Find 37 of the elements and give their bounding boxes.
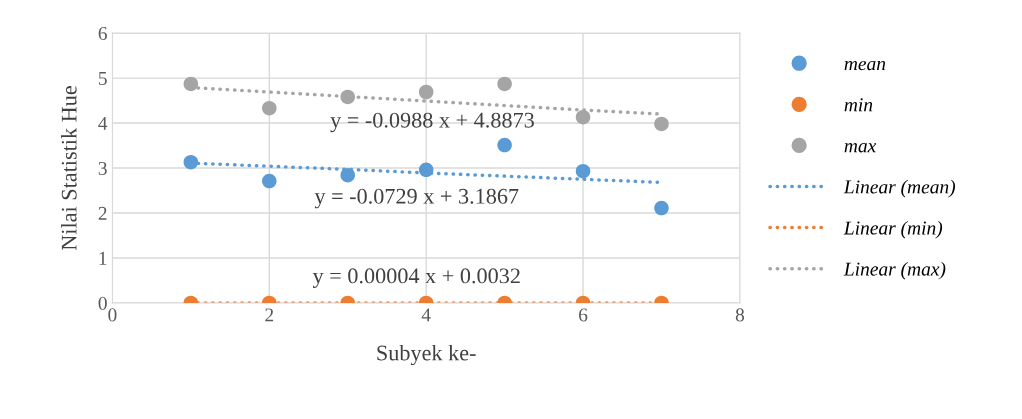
point (183, 154, 199, 170)
y-tick-label: 6 (98, 26, 107, 41)
legend-label: Linear (min) (843, 220, 943, 239)
legend-label: Linear (max) (843, 261, 946, 280)
point (262, 100, 277, 116)
legend-label: min (844, 98, 873, 112)
annotation: y = 0.00004 x + 0.0032 (312, 268, 520, 288)
y-tick-label: 4 (98, 116, 108, 130)
y-tick-label: 1 (99, 251, 107, 265)
x-tick-label: 2 (265, 308, 274, 322)
point (575, 109, 591, 125)
point (418, 84, 434, 100)
y-tick-label: 2 (98, 206, 107, 220)
point (575, 163, 591, 179)
y-tick-label: 3 (98, 161, 107, 175)
point (340, 167, 356, 183)
y-axis-title: Nilai Statistik Hue (61, 86, 77, 251)
legend-label: Linear (mean) (843, 179, 956, 198)
y-tick-label: 5 (98, 72, 107, 86)
point (183, 76, 199, 92)
point (340, 89, 356, 105)
point (654, 200, 669, 216)
legend-label: max (844, 143, 877, 153)
point (497, 76, 512, 92)
x-tick-label: 8 (735, 308, 745, 322)
y-tick-label: 0 (98, 296, 107, 310)
legend-label: mean (844, 60, 886, 71)
x-tick-label: 4 (421, 308, 431, 322)
point (418, 162, 434, 178)
x-tick-label: 6 (579, 308, 588, 322)
annotation: y = -0.0988 x + 4.8873 (330, 112, 534, 133)
point (262, 173, 277, 189)
annotation: y = -0.0729 x + 3.1867 (314, 188, 519, 209)
point (654, 116, 669, 132)
x-tick-label: 0 (108, 308, 117, 322)
x-axis-title: Subyek ke- (377, 344, 476, 366)
point (497, 137, 512, 153)
